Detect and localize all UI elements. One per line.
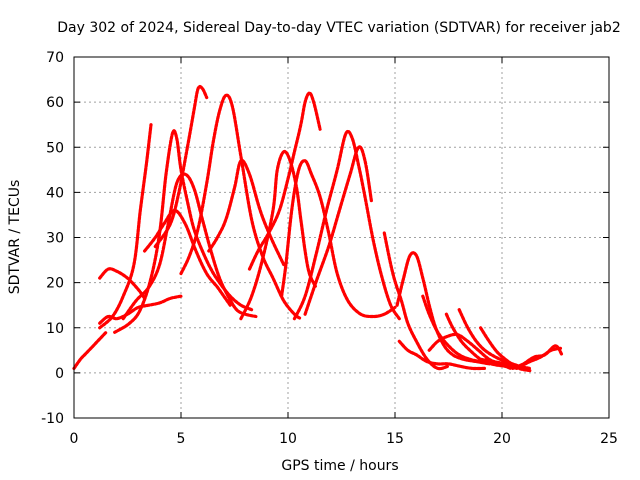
y-tick-label: 60 (46, 95, 64, 111)
y-tick-label: 50 (46, 140, 64, 156)
y-tick-label: 30 (46, 231, 64, 247)
series-pass-10 (207, 158, 286, 267)
series-pass-4 (98, 267, 147, 300)
series-pass-7 (143, 208, 232, 307)
series-pass-11 (239, 149, 318, 321)
axes: -10 0 10 20 30 40 50 60 70 0 5 10 15 20 25 (41, 50, 618, 447)
series-pass-23 (479, 326, 532, 373)
series-pass-1 (72, 330, 108, 370)
series-pass-17 (397, 339, 487, 371)
y-tick-label: -10 (41, 411, 64, 427)
series-pass-19 (421, 294, 495, 366)
y-tick-label: 10 (46, 321, 64, 337)
x-tick-label: 20 (493, 431, 511, 447)
x-tick-label: 5 (177, 431, 186, 447)
x-tick-label: 10 (279, 431, 297, 447)
x-axis-label: GPS time / hours (281, 458, 398, 474)
series-pass-14 (292, 129, 401, 321)
data-traces (72, 84, 564, 373)
y-axis-label: SDTVAR / TECUs (7, 180, 23, 295)
y-tick-label: 70 (46, 50, 64, 66)
series-pass-12 (247, 91, 322, 271)
series-pass-21 (444, 312, 519, 370)
x-tick-label: 0 (70, 431, 79, 447)
chart-title: Day 302 of 2024, Sidereal Day-to-day VTE… (57, 20, 620, 36)
series-pass-16 (382, 231, 451, 371)
series-pass-15 (303, 145, 374, 316)
y-tick-label: 20 (46, 276, 64, 292)
series-pass-8 (153, 84, 209, 249)
x-tick-label: 15 (386, 431, 404, 447)
series-pass-3 (98, 294, 183, 325)
series-pass-6 (121, 172, 258, 321)
grid (74, 57, 609, 418)
series-pass-25 (511, 344, 564, 370)
x-tick-label: 25 (600, 431, 618, 447)
y-tick-label: 40 (46, 185, 64, 201)
series-pass-18 (395, 251, 491, 366)
y-tick-label: 0 (55, 366, 64, 382)
